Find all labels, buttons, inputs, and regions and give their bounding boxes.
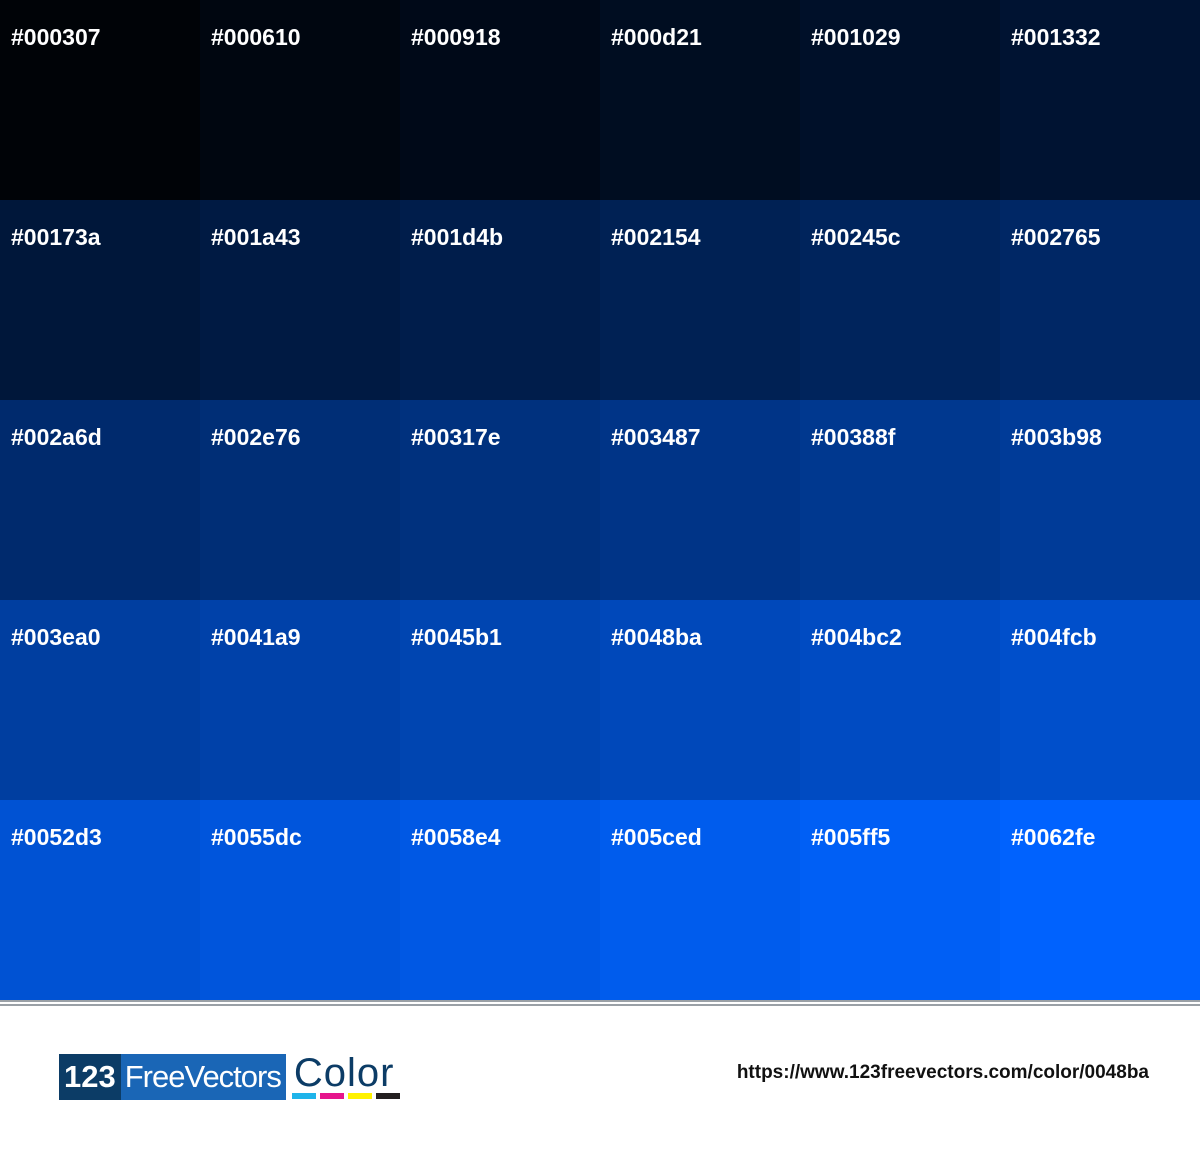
swatch: #00173a [0, 200, 200, 400]
swatch-label: #0048ba [611, 624, 702, 650]
logo-bar [319, 1093, 344, 1099]
swatch-label: #0055dc [211, 824, 302, 850]
swatch-label: #004fcb [1011, 624, 1097, 650]
swatch: #001a43 [200, 200, 400, 400]
swatch-label: #0058e4 [411, 824, 501, 850]
swatch-label: #001d4b [411, 224, 504, 250]
swatch: #005ff5 [800, 800, 1000, 1000]
logo-word: Color [293, 1051, 395, 1095]
swatch-label: #0062fe [1011, 824, 1096, 850]
swatch: #000610 [200, 0, 400, 200]
swatch: #000307 [0, 0, 200, 200]
logo-number: 123 [59, 1054, 121, 1100]
swatch: #000d21 [600, 0, 800, 200]
swatch: #0045b1 [400, 600, 600, 800]
swatch: #0048ba [600, 600, 800, 800]
swatch: #003487 [600, 400, 800, 600]
swatch-label: #00388f [811, 424, 896, 450]
swatch: #002e76 [200, 400, 400, 600]
logo-bar [291, 1093, 316, 1099]
swatch: #001d4b [400, 200, 600, 400]
swatch-label: #005ff5 [811, 824, 891, 850]
swatch: #003ea0 [0, 600, 200, 800]
swatch: #00388f [800, 400, 1000, 600]
logo-bar [347, 1093, 372, 1099]
logo-bar [375, 1093, 400, 1099]
swatch-label: #000307 [11, 24, 101, 50]
swatch-grid: #000307 #000610 #000918 #000d21 #001029 #0013… [0, 0, 1200, 1000]
swatch-label: #00317e [411, 424, 501, 450]
swatch-label: #003ea0 [11, 624, 101, 650]
swatch: #0052d3 [0, 800, 200, 1000]
swatch-label: #000d21 [611, 24, 702, 50]
swatch-label: #003487 [611, 424, 701, 450]
swatch-label: #0052d3 [11, 824, 102, 850]
swatch-label: #000610 [211, 24, 301, 50]
swatch-label: #005ced [611, 824, 702, 850]
url[interactable]: https://www.123freevectors.com/color/004… [736, 1062, 1149, 1083]
divider [0, 1000, 1200, 1006]
swatch-label: #002154 [611, 224, 701, 250]
swatch: #004bc2 [800, 600, 1000, 800]
swatch: #0058e4 [400, 800, 600, 1000]
swatch: #0055dc [200, 800, 400, 1000]
swatch: #0062fe [1000, 800, 1200, 1000]
swatch-label: #00245c [811, 224, 901, 250]
swatch: #00245c [800, 200, 1000, 400]
logo-brand: FreeVectors [120, 1054, 286, 1100]
swatch: #005ced [600, 800, 800, 1000]
swatch-label: #004bc2 [811, 624, 902, 650]
swatch: #002a6d [0, 400, 200, 600]
swatch-label: #002a6d [11, 424, 102, 450]
swatch-label: #001a43 [211, 224, 301, 250]
logo: 123 FreeVectors Color [59, 1051, 402, 1100]
swatch: #002154 [600, 200, 800, 400]
logo-word-box: Color [291, 1051, 402, 1100]
swatch-label: #002e76 [211, 424, 301, 450]
swatch: #00317e [400, 400, 600, 600]
swatch-label: #003b98 [1011, 424, 1102, 450]
swatch: #001332 [1000, 0, 1200, 200]
swatch-label: #00173a [11, 224, 101, 250]
swatch: #001029 [800, 0, 1000, 200]
swatch: #000918 [400, 0, 600, 200]
swatch-label: #001029 [811, 24, 901, 50]
swatch-label: #000918 [411, 24, 501, 50]
swatch: #003b98 [1000, 400, 1200, 600]
swatch: #002765 [1000, 200, 1200, 400]
swatch-label: #0045b1 [411, 624, 502, 650]
swatch: #004fcb [1000, 600, 1200, 800]
swatch-label: #001332 [1011, 24, 1101, 50]
swatch-label: #0041a9 [211, 624, 301, 650]
swatch: #0041a9 [200, 600, 400, 800]
swatch-label: #002765 [1011, 224, 1101, 250]
